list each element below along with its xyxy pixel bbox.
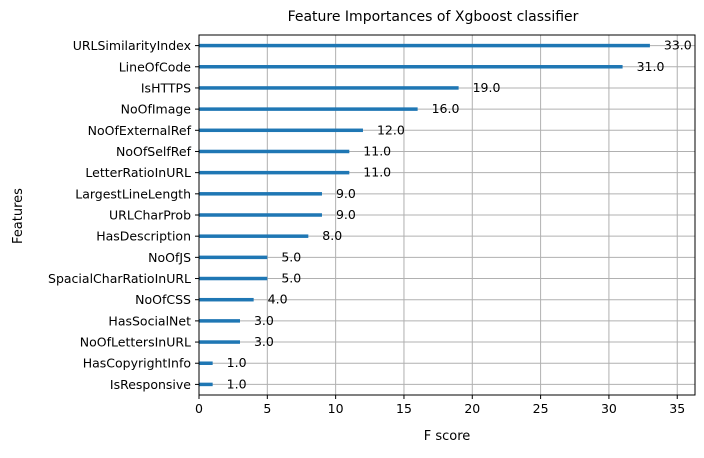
bar-value-label: 12.0	[377, 122, 405, 137]
y-tick-label: HasDescription	[96, 229, 191, 244]
x-axis-label: F score	[424, 429, 471, 444]
bar-value-label: 33.0	[664, 38, 692, 53]
bar	[199, 234, 309, 238]
bar	[199, 43, 650, 48]
bar-value-label: 1.0	[227, 376, 247, 391]
chart-title: Feature Importances of Xgboost classifie…	[288, 9, 579, 25]
y-tick-label: NoOfLettersInURL	[80, 335, 191, 350]
x-tick-label: 15	[396, 401, 412, 416]
y-tick-label: NoOfCSS	[135, 292, 191, 307]
bar-value-label: 4.0	[268, 292, 288, 307]
x-tick-layer: 0 5 10 15 20 25 30 35	[195, 395, 685, 416]
x-tick-label: 0	[195, 401, 203, 416]
y-axis-label: Features	[11, 188, 26, 244]
bar	[199, 340, 240, 344]
bar-value-label: 5.0	[281, 271, 301, 286]
y-tick-label: LargestLineLength	[75, 186, 191, 201]
y-tick-label: IsHTTPS	[141, 80, 191, 95]
bar-value-label: 16.0	[432, 101, 460, 116]
y-tick-label: URLSimilarityIndex	[73, 38, 191, 53]
bar-value-label: 3.0	[254, 334, 274, 349]
bar	[199, 213, 322, 217]
bar-value-label: 11.0	[363, 165, 391, 180]
bar-value-label: 31.0	[637, 59, 665, 74]
bar	[199, 319, 240, 323]
bar-value-label: 8.0	[322, 228, 342, 243]
y-tick-label: URLCharProb	[109, 208, 191, 223]
y-tick-label: LineOfCode	[119, 59, 192, 74]
value-label-layer: 33.0 31.0 19.0 16.0 12.0 11.0 11.0 9.0 9.0 8.0 5.0…	[227, 38, 692, 392]
bar-value-label: 11.0	[363, 143, 391, 158]
x-tick-label: 30	[601, 401, 617, 416]
bar-value-label: 3.0	[254, 313, 274, 328]
bar	[199, 276, 268, 281]
bar	[199, 297, 254, 302]
y-tick-label: NoOfExternalRef	[88, 123, 192, 138]
bar	[199, 65, 623, 69]
y-tick-label: HasCopyrightInfo	[83, 356, 191, 371]
y-tick-label: NoOfJS	[148, 250, 191, 265]
bar	[199, 361, 213, 365]
y-tick-label: NoOfImage	[121, 102, 192, 117]
x-tick-label: 35	[669, 401, 685, 416]
bar-value-label: 9.0	[336, 186, 356, 201]
x-tick-label: 10	[328, 401, 344, 416]
bar-value-label: 5.0	[281, 249, 301, 264]
y-tick-label: HasSocialNet	[108, 313, 191, 328]
bar	[199, 149, 350, 154]
y-tick-label: LetterRatioInURL	[85, 165, 191, 180]
bar-value-label: 19.0	[473, 80, 501, 95]
y-tick-layer: URLSimilarityIndex LineOfCode IsHTTPS NoOfI…	[48, 38, 199, 392]
y-tick-label: IsResponsive	[110, 377, 191, 392]
bar	[199, 107, 418, 111]
y-tick-label: SpacialCharRatioInURL	[48, 271, 191, 286]
bar	[199, 128, 363, 133]
y-tick-label: NoOfSelfRef	[116, 144, 192, 159]
bar-value-label: 9.0	[336, 207, 356, 222]
bar	[199, 170, 350, 175]
bar-layer	[199, 43, 650, 387]
x-tick-label: 5	[263, 401, 271, 416]
bar	[199, 192, 322, 196]
bar	[199, 255, 268, 260]
bar	[199, 86, 459, 90]
x-tick-label: 20	[464, 401, 480, 416]
x-tick-label: 25	[533, 401, 549, 416]
bar-value-label: 1.0	[227, 355, 247, 370]
bar	[199, 382, 213, 387]
